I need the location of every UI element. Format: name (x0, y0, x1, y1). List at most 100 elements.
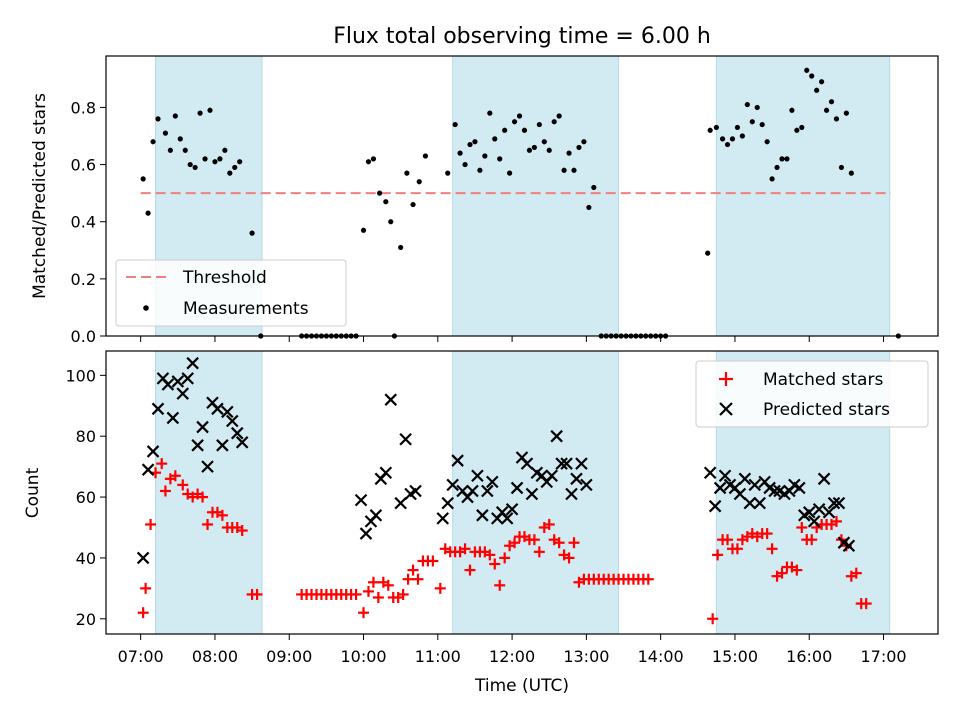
matched-star-point (791, 564, 803, 576)
predicted-star-stroke (817, 472, 831, 486)
measurement-point (457, 150, 463, 156)
predicted-star-point (176, 387, 190, 400)
predicted-star-stroke (535, 469, 549, 483)
predicted-star-stroke (399, 432, 412, 446)
predicted-star-stroke (812, 502, 826, 516)
matched-star-point (412, 573, 424, 585)
matched-star-point (830, 515, 842, 527)
predicted-star-point (555, 457, 568, 470)
predicted-star-point (166, 411, 180, 425)
predicted-star-stroke (201, 460, 214, 473)
predicted-star-stroke (466, 484, 479, 498)
predicted-star-stroke (728, 481, 742, 495)
matched-star-point (464, 564, 476, 576)
predicted-star-point (580, 478, 593, 492)
measurements-legend-swatch (143, 305, 149, 311)
matched-star-point (543, 518, 555, 530)
bottom-legend-box (695, 360, 929, 428)
predicted-star-stroke (456, 484, 469, 498)
predicted-legend-label: Predicted stars (763, 400, 890, 420)
predicted-star-point (399, 432, 412, 446)
measurement-point (779, 156, 785, 162)
predicted-star-stroke (560, 457, 573, 470)
predicted-star-point (486, 475, 499, 489)
measurement-point (227, 170, 233, 176)
measurement-point (507, 170, 513, 176)
matched-star-point (850, 567, 862, 579)
measurement-point (497, 156, 503, 162)
measurement-point (187, 161, 193, 168)
predicted-star-point (446, 478, 459, 492)
matched-star-point (722, 534, 734, 546)
predicted-star-point (807, 515, 821, 528)
measurement-point (784, 156, 790, 162)
matched-star-point (563, 552, 575, 564)
measurement-point (566, 150, 572, 156)
measurement-point (541, 139, 547, 145)
measurement-point (833, 116, 840, 122)
y-tick-label: 0.8 (71, 98, 96, 117)
predicted-star-point (575, 457, 588, 470)
predicted-star-point (822, 506, 836, 519)
measurement-point (521, 127, 528, 133)
measurement-point (416, 179, 422, 185)
predicted-star-stroke (505, 502, 519, 516)
matched-star-point (499, 552, 511, 564)
measurement-point (526, 147, 533, 153)
matched-star-point (197, 491, 209, 503)
matched-star-point (806, 534, 818, 546)
measurement-point (764, 139, 770, 145)
shaded-span (155, 350, 263, 635)
measurement-point (467, 141, 473, 148)
predicted-star-point (196, 420, 209, 434)
predicted-star-point (525, 487, 539, 501)
measurement-point (749, 119, 755, 125)
predicted-star-point (394, 496, 407, 510)
measurement-point (398, 244, 404, 251)
predicted-star-stroke (476, 509, 489, 522)
predicted-star-point (768, 484, 781, 498)
y-tick-label: 40 (76, 549, 96, 568)
predicted-star-stroke (763, 481, 776, 495)
predicted-star-stroke (733, 487, 747, 501)
predicted-star-point (235, 436, 249, 449)
measurement-point (823, 107, 830, 113)
matched-star-point (251, 588, 263, 600)
measurement-point (212, 159, 218, 165)
measurement-point (809, 73, 815, 79)
measurement-point (828, 99, 835, 105)
measurement-point (576, 144, 582, 151)
predicted-star-stroke (723, 478, 737, 492)
measurement-point (819, 79, 825, 85)
top-axis-ticks: 0.0 0.2 0.4 0.6 0.8 (71, 98, 885, 346)
predicted-star-stroke (832, 496, 846, 510)
measurement-point (370, 156, 377, 162)
matched-star-point (484, 549, 496, 561)
predicted-star-point (136, 551, 150, 565)
measurement-point (249, 230, 255, 236)
matched-star-point (137, 607, 149, 619)
measurement-point (551, 119, 557, 125)
predicted-star-stroke (565, 487, 578, 501)
measurement-point (838, 164, 845, 171)
y-tick-label: 20 (76, 610, 96, 629)
measurement-point (192, 164, 198, 171)
predicted-star-point (409, 484, 422, 498)
predicted-star-stroke (211, 402, 224, 416)
matched-star-point (169, 470, 181, 482)
measurement-point (734, 124, 741, 131)
top-legend: Threshold Measurements (115, 259, 347, 327)
x-tick-label: 17:00 (860, 647, 906, 666)
measurement-point (536, 121, 542, 128)
measurement-point (150, 139, 156, 145)
predicted-star-point (369, 509, 383, 522)
measurement-point (145, 210, 151, 216)
matched-star-point (459, 543, 471, 555)
measurement-point (789, 107, 795, 113)
matched-star-point (397, 588, 409, 600)
predicted-star-stroke (226, 414, 239, 428)
measurement-point (739, 133, 745, 139)
measurement-point (843, 110, 849, 116)
matched-star-point (140, 582, 152, 594)
measurement-point (759, 121, 765, 128)
